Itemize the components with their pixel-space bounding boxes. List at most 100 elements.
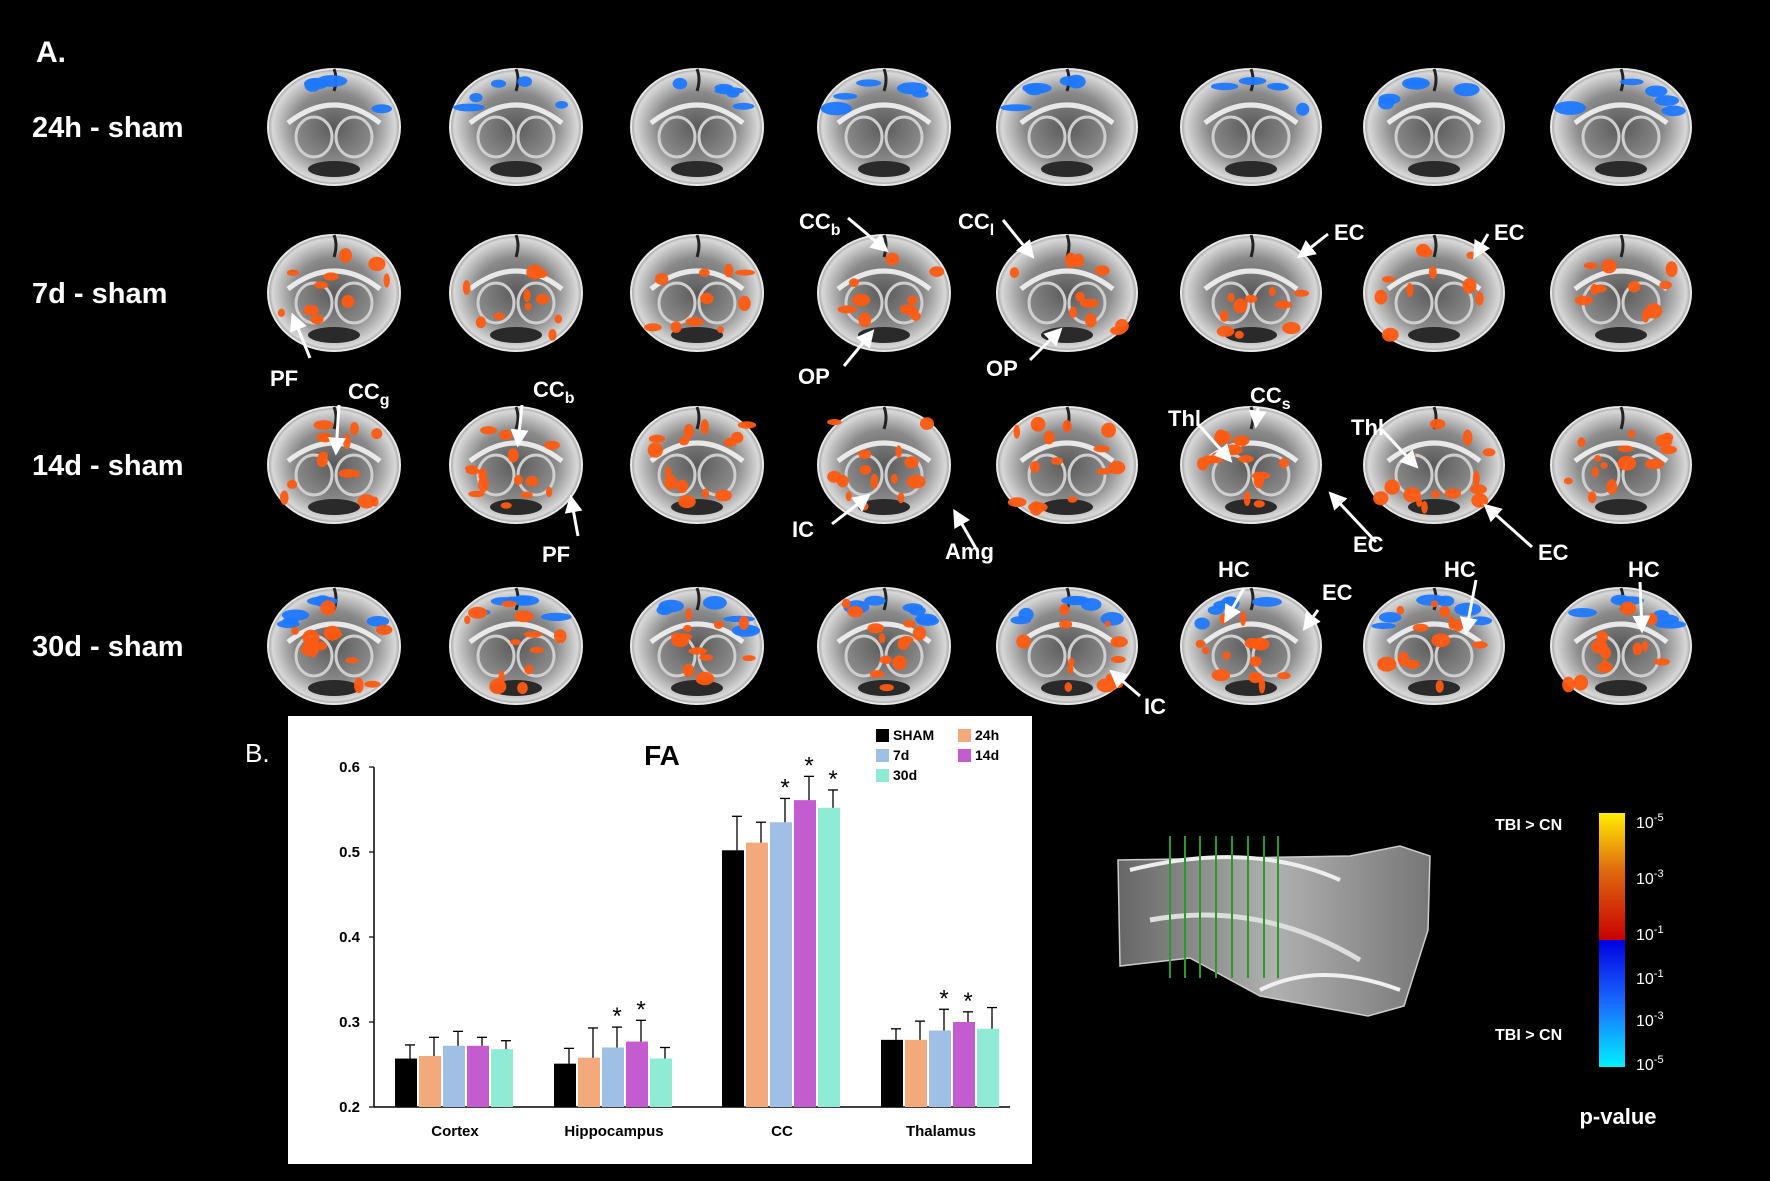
y-tick-label: 0.5 [339,844,360,861]
bar [578,1057,600,1107]
bar [626,1041,648,1107]
brain-slice [817,68,951,186]
sagittal-slice-reference [1117,836,1431,1017]
annotation-text: HC [1628,557,1660,582]
brain-slice [996,587,1138,705]
brain-slice [267,234,401,352]
brain-slice [1180,406,1322,524]
annotation-text: CCg [348,379,390,409]
brain-slice [1363,406,1505,524]
brain-slice [449,68,583,186]
bar [746,842,768,1107]
legend-item: 7d [876,747,909,763]
brain-slice [449,406,583,524]
bar [770,822,792,1107]
annotation-text: HC [1444,557,1476,582]
row-label: 14d - sham [32,450,184,482]
annotation-label: IC [792,493,871,542]
significance-star: * [939,985,948,1012]
annotation-text: PF [270,366,298,391]
brain-slice [267,587,401,705]
row-labels: 24h - sham 7d - sham 14d - sham 30d - sham [32,112,184,663]
row-label: 7d - sham [32,278,167,310]
annotation-text: CCb [799,209,841,239]
colorbar-tick: 10-1 [1636,968,1664,988]
annotation-text: EC [1353,532,1384,557]
legend-label: 7d [893,747,909,763]
y-tick-label: 0.4 [339,929,361,946]
panel-a-label: A. [36,36,66,69]
annotation-text: IC [1144,694,1166,719]
brain-slice [996,234,1138,352]
bar [929,1030,951,1107]
colorbar-tick: 10-5 [1636,812,1664,832]
annotation-label: EC [1473,220,1525,260]
annotation-text: CCs [1250,383,1291,413]
annotation-text: CCb [533,377,575,407]
brain-slice [1550,406,1692,524]
legend-item: SHAM [876,727,934,743]
chart-title: FA [644,740,680,771]
brain-slice [1363,234,1505,352]
significance-star: * [780,774,789,801]
brain-slice [1363,68,1505,186]
annotation-label: CCl [958,209,1035,259]
legend-label: 30d [893,767,917,783]
colorbar-tick: 10-5 [1636,1054,1664,1074]
brain-slice [267,406,401,524]
colorbar-cool [1599,940,1625,1067]
colorbar-tick: 10-3 [1636,1010,1664,1030]
significance-star: * [963,988,972,1015]
panel-b-label: B. [245,738,270,768]
brain-slice [996,406,1138,524]
bar [905,1039,927,1107]
x-tick-label: CC [771,1123,793,1140]
annotation-label: CCs [1248,383,1291,429]
annotation-text: PF [542,542,570,567]
annotation-text: Thl [1168,406,1201,431]
annotation-label: OP [986,327,1063,381]
row-label: 24h - sham [32,112,184,144]
y-tick-label: 0.6 [339,759,360,776]
significance-star: * [804,752,813,779]
colorbar: TBI > CN TBI > CN 10-5 10-3 10-1 10-1 10-3 10-5… [1495,812,1664,1129]
brain-slice [630,587,764,705]
annotation-label: EC [1483,503,1569,565]
bar [650,1058,672,1107]
legend-item: 24h [958,727,999,743]
brain-slice [817,587,951,705]
bar [953,1022,975,1107]
bar [602,1047,624,1107]
annotation-label: HC [1218,557,1250,624]
bar [722,850,744,1107]
row-label: 30d - sham [32,631,184,663]
brain-slice [1550,234,1692,352]
brain-slice [996,68,1138,186]
bar [794,800,816,1107]
annotation-text: EC [1334,220,1365,245]
colorbar-tick: 10-3 [1636,868,1664,888]
annotation-text: EC [1538,540,1569,565]
annotation-label: CCb [799,209,889,253]
bar [554,1063,576,1107]
annotation-text: OP [986,356,1018,381]
colorbar-tick: 10-1 [1636,924,1664,944]
bar [881,1039,903,1107]
annotation-text: EC [1494,220,1525,245]
colorbar-top-label: TBI > CN [1495,817,1562,834]
brain-slice [1363,587,1505,705]
annotation-text: OP [798,364,830,389]
x-tick-label: Hippocampus [564,1123,663,1140]
annotation-label: Amg [945,508,994,564]
fa-bar-chart: FA 0.2 0.3 0.4 0.5 0.6 Cortex Hippocampus * * CC * *… [339,727,1010,1140]
significance-star: * [636,996,645,1023]
bar [467,1045,489,1107]
colorbar-bottom-label: TBI > CN [1495,1027,1562,1044]
brain-slice [449,587,583,705]
annotation-text: HC [1218,557,1250,582]
brain-slice [1180,68,1322,186]
bar [395,1058,417,1107]
annotation-text: EC [1322,580,1353,605]
annotation-label: HC [1628,557,1660,634]
